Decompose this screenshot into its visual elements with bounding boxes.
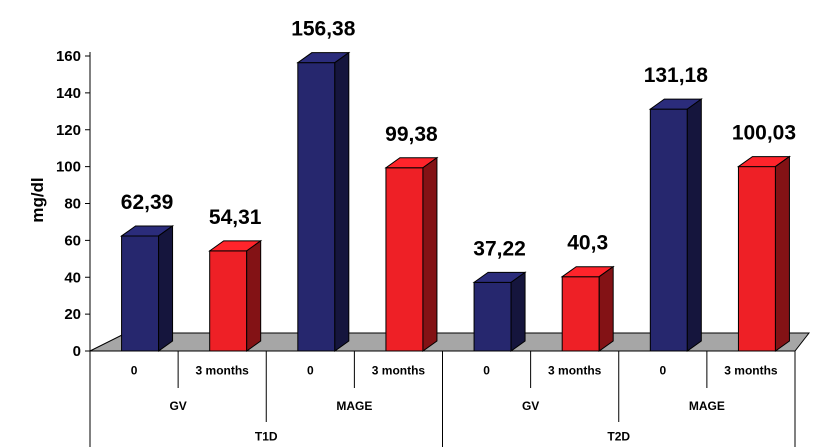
y-tick-label: 120 (56, 122, 81, 139)
data-label: 99,38 (385, 123, 438, 146)
bar (120, 224, 175, 352)
x-tick-label: 0 (307, 364, 314, 378)
supergroup-label: T2D (607, 430, 630, 444)
bar-front (121, 235, 160, 352)
x-tick-label: 3 months (724, 364, 778, 378)
x-tick-label: 0 (131, 364, 138, 378)
bar (648, 98, 703, 352)
bar-front (737, 166, 776, 352)
y-tick-label: 20 (64, 306, 81, 323)
bar (296, 51, 351, 352)
y-axis-title: mg/dl (28, 177, 47, 222)
y-tick-label: 160 (56, 48, 81, 65)
bar-front (385, 167, 424, 352)
bar-side (422, 156, 438, 352)
bar (384, 156, 439, 352)
bar (736, 155, 791, 352)
data-label: 100,03 (732, 122, 796, 145)
supergroup-label: T1D (255, 430, 278, 444)
bar-side (246, 239, 262, 352)
data-label: 156,38 (291, 18, 356, 41)
y-tick-label: 0 (73, 343, 81, 360)
bar-side (686, 98, 702, 352)
x-tick-label: 3 months (196, 364, 250, 378)
x-tick-label: 3 months (548, 364, 602, 378)
bar-side (158, 224, 174, 352)
group-label: GV (522, 399, 539, 413)
bar (208, 239, 263, 352)
data-label: 40,3 (567, 232, 608, 255)
data-label: 54,31 (209, 206, 262, 229)
bar (472, 271, 527, 352)
bar-side (598, 265, 614, 352)
x-tick-label: 0 (483, 364, 490, 378)
bar-front (473, 281, 512, 352)
data-label: 131,18 (644, 64, 709, 87)
bar-front (297, 62, 336, 352)
y-tick-label: 40 (64, 269, 81, 286)
group-label: MAGE (689, 399, 725, 413)
bar (560, 265, 615, 352)
group-label: MAGE (336, 399, 372, 413)
x-tick-label: 3 months (372, 364, 426, 378)
bar-front (209, 250, 248, 352)
bar-side (510, 271, 526, 352)
bar-front (561, 276, 600, 352)
bar-side (334, 51, 350, 352)
chart-floor (89, 332, 811, 352)
bar-front (649, 108, 688, 352)
group-label: GV (169, 399, 186, 413)
y-tick-label: 140 (56, 85, 81, 102)
bar-side (774, 155, 790, 352)
y-tick-label: 80 (64, 196, 81, 213)
y-tick-label: 100 (56, 159, 81, 176)
y-tick-label: 60 (64, 232, 81, 249)
data-label: 37,22 (473, 237, 526, 260)
x-tick-label: 0 (659, 364, 666, 378)
data-label: 62,39 (121, 191, 174, 214)
